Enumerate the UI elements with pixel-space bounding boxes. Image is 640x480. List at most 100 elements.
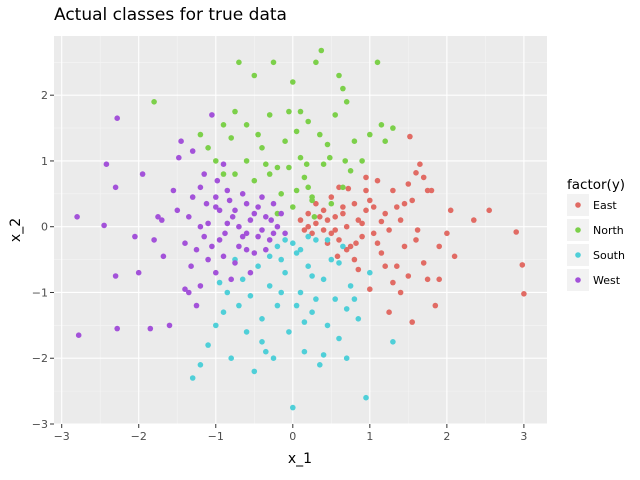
point-south [305,263,312,270]
point-north [259,145,265,151]
point-east [328,194,335,200]
point-west [243,200,250,207]
point-west [213,269,219,276]
point-west [251,250,258,256]
point-north [320,161,327,167]
point-south [282,237,288,243]
point-south [324,322,331,329]
point-south [320,352,327,358]
point-west [270,200,277,207]
point-north [305,184,312,191]
minor-gridlines [54,36,547,424]
point-west [197,223,204,230]
point-east [320,207,327,214]
point-south [363,394,369,401]
point-east [317,214,323,220]
point-east [405,273,412,279]
point-north [311,214,318,220]
point-north [297,154,304,161]
point-east [444,230,450,237]
y-tick-label: 0 [41,221,48,234]
point-east [374,177,381,184]
point-south [213,322,219,329]
point-south [347,283,354,289]
point-south [313,296,319,302]
point-south [332,296,339,302]
point-south [251,368,258,375]
point-west [239,191,246,197]
point-west [220,253,227,260]
point-west [159,217,165,223]
point-west [268,217,275,223]
point-west [243,246,250,253]
point-south [343,306,350,312]
point-west [255,204,261,210]
point-south [247,293,254,299]
point-south [343,355,350,362]
point-north [293,187,300,194]
point-west [239,233,246,240]
y-tick-label: 1 [41,155,48,168]
point-east [413,170,419,176]
point-south [305,233,312,240]
point-south [259,316,265,322]
point-east [382,210,389,217]
point-north [382,138,389,144]
point-south [189,375,196,381]
point-north [327,154,333,161]
point-west [101,222,107,229]
point-west [166,322,173,329]
point-east [336,184,342,191]
point-north [236,59,242,66]
point-west [220,161,227,167]
point-east [394,263,400,270]
point-west [135,269,142,276]
point-east [345,185,352,192]
point-north [266,112,273,118]
point-east [359,220,365,227]
point-west [178,138,184,144]
point-south [278,289,285,296]
point-east [363,174,369,181]
point-west [189,194,196,200]
point-north [318,47,325,54]
point-east [409,197,416,204]
point-north [297,108,304,115]
point-south [367,269,373,276]
point-east [305,223,312,230]
point-east [343,246,350,253]
point-west [160,253,167,260]
point-west [197,184,204,191]
point-north [251,72,258,79]
point-north [228,135,234,141]
point-east [336,237,342,243]
point-south [282,269,288,276]
data-points [74,47,527,411]
legend-swatch-north [575,227,581,233]
point-east [334,253,341,260]
legend-label-south: South [593,249,625,262]
point-north [347,168,354,174]
point-north [270,59,277,66]
point-east [332,227,339,233]
point-south [309,309,315,316]
point-south [320,276,327,283]
point-west [176,154,182,161]
point-west [236,223,242,230]
point-east [347,243,354,250]
legend-label-east: East [593,199,617,212]
point-east [420,174,427,181]
point-east [355,266,362,273]
point-west [236,243,242,250]
point-south [293,250,300,256]
point-north [290,204,296,210]
point-east [313,200,319,207]
point-west [147,325,154,332]
point-east [305,210,312,217]
point-south [390,339,396,345]
point-west [205,256,211,263]
point-west [229,214,236,220]
point-west [186,214,192,220]
point-west [103,161,110,167]
point-west [186,289,192,296]
